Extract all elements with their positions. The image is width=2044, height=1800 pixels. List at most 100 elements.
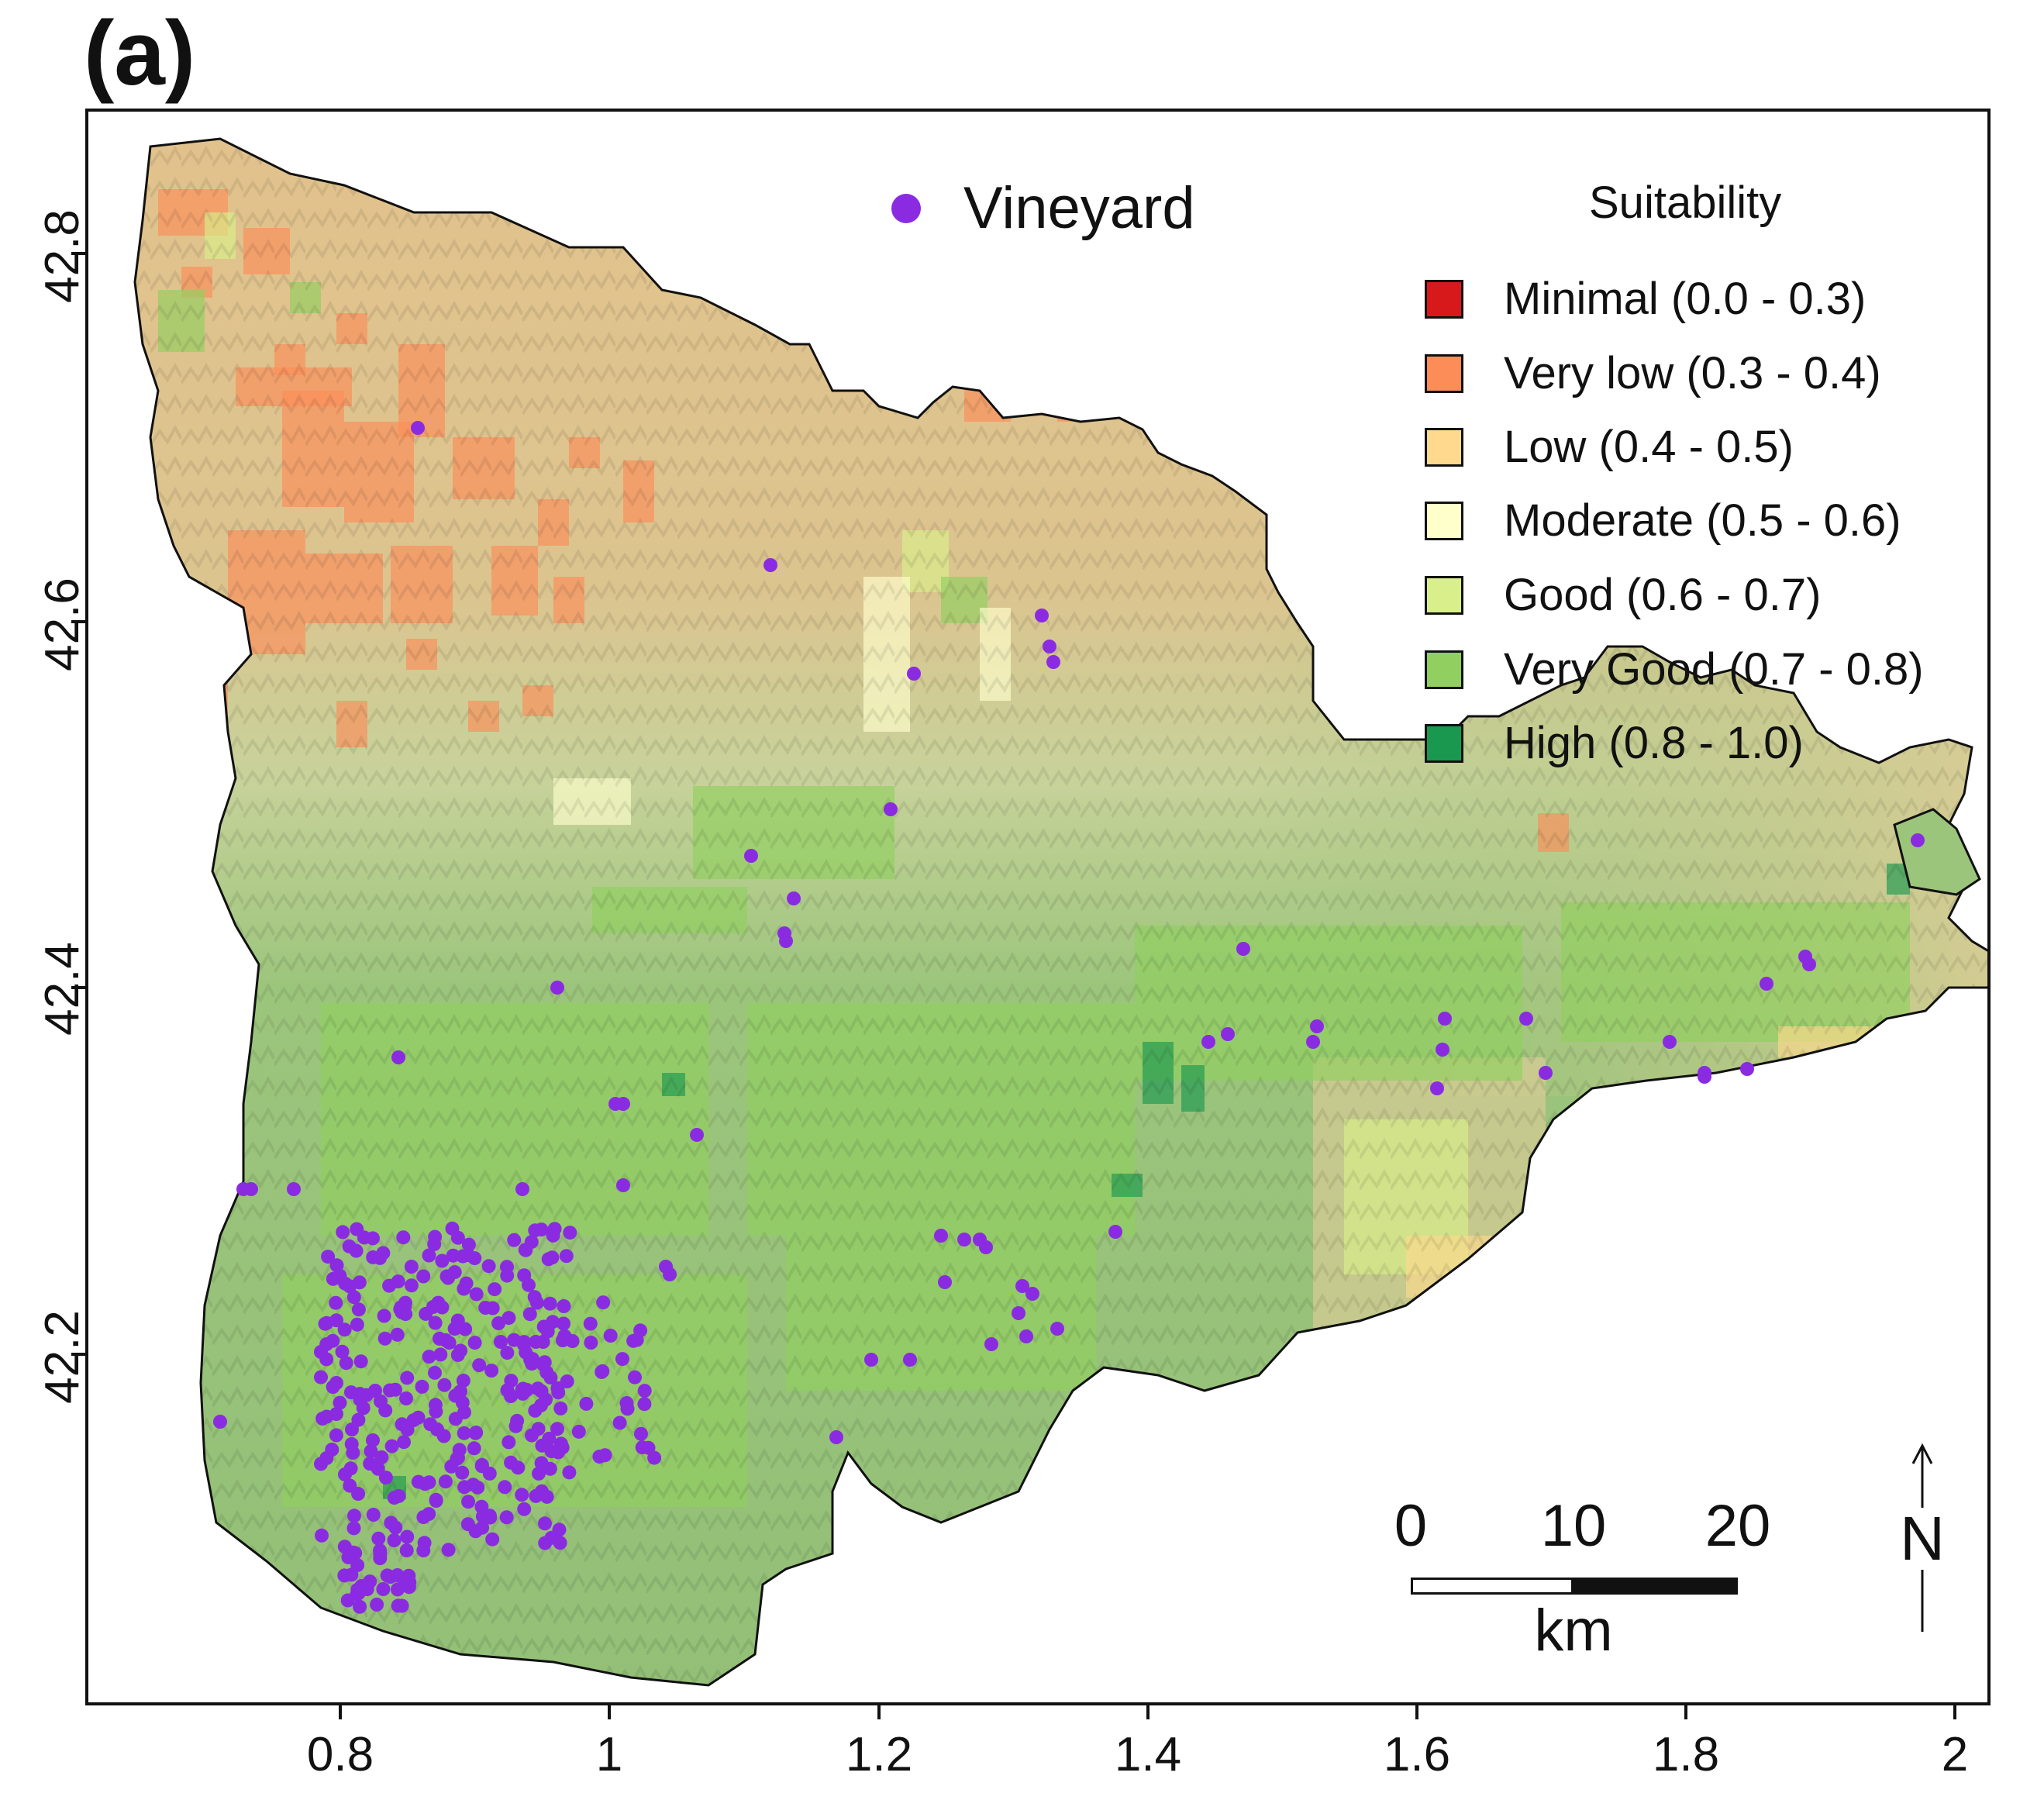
vineyard-point <box>518 1243 533 1257</box>
scale-label-10: 10 <box>1540 1493 1607 1559</box>
vineyard-point <box>504 1374 519 1388</box>
vineyard-point <box>387 1533 402 1547</box>
vineyard-point <box>428 1316 443 1330</box>
vineyard-point <box>499 1510 514 1525</box>
vineyard-point <box>502 1311 516 1326</box>
vineyard-point <box>329 1258 344 1273</box>
vineyard-point <box>213 1415 227 1429</box>
vineyard-point <box>391 1582 405 1597</box>
y-tick <box>71 252 85 255</box>
vineyard-point <box>319 1316 334 1330</box>
vineyard-point <box>344 1567 359 1582</box>
vineyard-point <box>439 1269 454 1284</box>
vineyard-point <box>528 1403 543 1418</box>
vineyard-point <box>346 1290 361 1305</box>
legend-swatch <box>1425 575 1463 615</box>
vineyard-point <box>326 1380 340 1395</box>
vineyard-point <box>450 1347 465 1362</box>
legend-item-label: Moderate (0.5 - 0.6) <box>1504 495 1901 546</box>
vineyard-point <box>428 1365 442 1380</box>
vineyard-point <box>1108 1225 1122 1239</box>
vineyard-point <box>1012 1306 1025 1320</box>
vineyard-point <box>1436 1043 1449 1057</box>
vineyard-point <box>616 1178 630 1192</box>
vineyard-point <box>546 1315 560 1329</box>
vineyard-point <box>491 1316 506 1330</box>
vineyard-point <box>562 1465 577 1480</box>
vineyard-point <box>378 1471 393 1485</box>
vineyard-point <box>415 1379 429 1394</box>
x-tick-label-1.2: 1.2 <box>845 1728 913 1781</box>
vineyard-point <box>1043 640 1056 653</box>
vineyard-point <box>641 1440 656 1455</box>
vineyard-point <box>504 1389 519 1403</box>
x-tick <box>877 1705 881 1719</box>
legend-item-good: Good (0.6 - 0.7) <box>1425 569 1821 621</box>
vineyard-point <box>1201 1035 1215 1049</box>
vineyard-point <box>536 1335 550 1349</box>
vineyard-point <box>402 1580 416 1595</box>
vineyard-point <box>616 1097 630 1111</box>
y-tick <box>71 1353 85 1356</box>
vineyard-point <box>527 1290 542 1305</box>
vineyard-point <box>416 1269 431 1284</box>
scale-label-0: 0 <box>1394 1493 1428 1559</box>
vineyard-point <box>433 1331 446 1346</box>
vineyard-point <box>938 1275 952 1289</box>
vineyard-point <box>557 1299 571 1313</box>
vineyard-point <box>399 1391 413 1405</box>
vineyard-point <box>550 1381 565 1395</box>
vineyard-point <box>388 1382 402 1397</box>
vineyard-point <box>404 1260 419 1274</box>
vineyard-point <box>329 1295 343 1310</box>
vineyard-point <box>339 1356 353 1371</box>
scale-unit: km <box>1534 1598 1613 1664</box>
vineyard-point <box>396 1230 411 1245</box>
vineyard-point <box>884 802 898 816</box>
vineyard-point <box>395 1305 409 1319</box>
vineyard-point <box>422 1350 436 1364</box>
vineyard-point <box>903 1353 917 1367</box>
vineyard-point <box>315 1528 329 1543</box>
vineyard-point <box>1911 833 1925 847</box>
x-tick <box>608 1705 611 1719</box>
vineyard-point <box>350 1222 364 1236</box>
vineyard-point <box>557 1316 570 1331</box>
y-tick-label-42.6: 42.6 <box>35 578 89 671</box>
vineyard-point <box>550 981 564 995</box>
vineyard-point <box>1539 1066 1553 1080</box>
suitability-map <box>133 137 1987 1687</box>
vineyard-point <box>510 1413 525 1428</box>
legend-item-label: Low (0.4 - 0.5) <box>1504 422 1794 472</box>
vineyard-point <box>400 1422 415 1437</box>
vineyard-point <box>619 1396 634 1410</box>
vineyard-point <box>244 1182 258 1196</box>
vineyard-point <box>349 1243 364 1258</box>
vineyard-point <box>1019 1329 1033 1343</box>
vineyard-point <box>335 1344 350 1359</box>
vineyard-point <box>456 1374 470 1388</box>
vineyard-point <box>455 1465 470 1480</box>
vineyard-point <box>329 1428 343 1443</box>
x-tick-label-2: 2 <box>1941 1728 1969 1781</box>
vineyard-point <box>634 1426 648 1441</box>
y-tick-label-42.8: 42.8 <box>35 209 89 303</box>
suitability-pixel <box>1057 383 1088 422</box>
legend-title: Suitability <box>1589 178 1782 228</box>
vineyard-point <box>532 1466 546 1481</box>
vineyard-point <box>380 1568 395 1583</box>
vineyard-point <box>417 1536 432 1550</box>
vineyard-point <box>437 1378 452 1392</box>
vineyard-point <box>612 1416 627 1430</box>
vineyard-point <box>346 1521 361 1536</box>
vineyard-point <box>374 1394 388 1409</box>
vineyard-point <box>351 1302 366 1317</box>
vineyard-point <box>596 1295 611 1310</box>
vineyard-point <box>461 1495 476 1509</box>
vineyard-point <box>364 1444 378 1459</box>
x-tick-label-1.8: 1.8 <box>1652 1728 1720 1781</box>
vineyard-point <box>353 1599 367 1614</box>
vineyard-point <box>416 1510 431 1525</box>
vineyard-point <box>373 1250 388 1265</box>
vineyard-point <box>468 1524 483 1539</box>
